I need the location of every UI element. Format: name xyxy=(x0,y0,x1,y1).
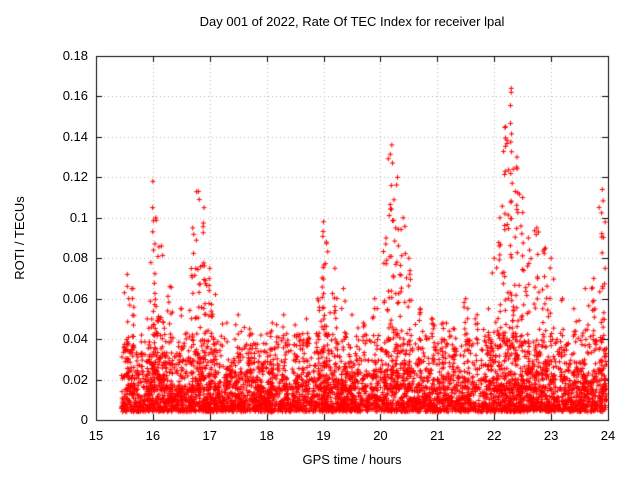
y-tick-label: 0 xyxy=(80,412,88,427)
x-tick-label: 18 xyxy=(259,428,274,443)
x-tick-label: 19 xyxy=(316,428,331,443)
y-tick-label: 0.14 xyxy=(62,128,88,144)
x-tick-label: 20 xyxy=(373,428,388,443)
y-tick-label: 0.02 xyxy=(62,371,88,387)
x-tick-label: 24 xyxy=(600,428,616,443)
chart-title: Day 001 of 2022, Rate Of TEC Index for r… xyxy=(199,14,505,29)
y-tick-label: 0.06 xyxy=(62,290,88,306)
y-tick-label: 0.04 xyxy=(62,331,88,347)
x-axis-label: GPS time / hours xyxy=(302,452,402,467)
y-tick-label: 0.1 xyxy=(69,209,88,225)
x-tick-label: 23 xyxy=(543,428,559,443)
x-tick-label: 16 xyxy=(145,428,161,443)
y-tick-label: 0.12 xyxy=(62,169,88,185)
y-tick-label: 0.08 xyxy=(62,250,88,266)
y-tick-label: 0.18 xyxy=(62,48,88,63)
x-tick-label: 21 xyxy=(430,428,445,443)
x-tick-label: 17 xyxy=(202,428,217,443)
x-tick-label: 22 xyxy=(486,428,502,443)
x-tick-label: 15 xyxy=(88,428,104,443)
y-tick-label: 0.16 xyxy=(62,88,88,104)
